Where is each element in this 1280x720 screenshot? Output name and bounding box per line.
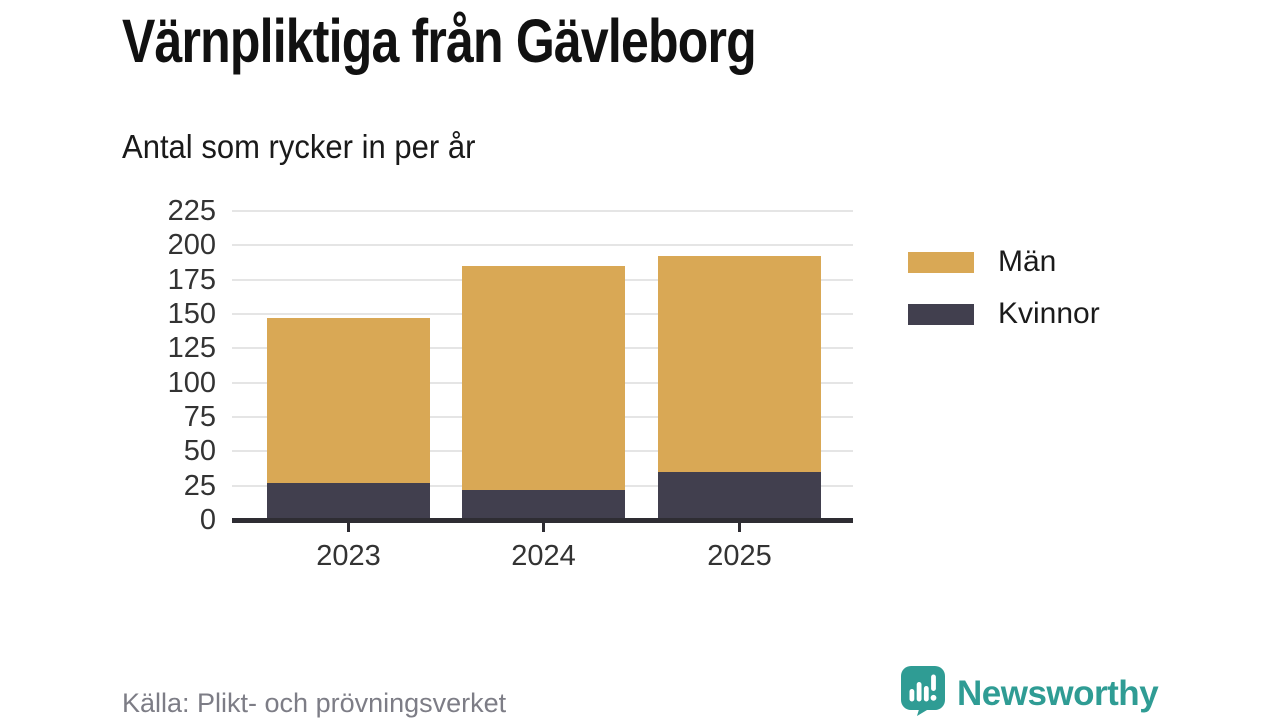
chart-subtitle: Antal som rycker in per år <box>122 128 476 165</box>
x-axis-tick <box>738 523 741 532</box>
legend-label-man: Män <box>998 245 1057 278</box>
legend-row-man: Män <box>908 247 1100 277</box>
bar-segment-män-2025 <box>658 256 821 472</box>
legend-row-kvinnor: Kvinnor <box>908 299 1100 329</box>
chart-title: Värnpliktiga från Gävleborg <box>122 7 757 75</box>
legend-swatch-man <box>908 251 974 273</box>
y-axis-tick-label: 150 <box>167 298 216 330</box>
bar-segment-män-2023 <box>267 318 430 483</box>
y-axis-tick-label: 75 <box>183 401 216 433</box>
legend-label-kvinnor: Kvinnor <box>998 297 1100 330</box>
bar-segment-män-2024 <box>462 265 625 490</box>
y-axis-tick-label: 25 <box>183 469 216 502</box>
gridline <box>232 210 853 212</box>
y-axis-tick-label: 200 <box>167 229 216 262</box>
newsworthy-wordmark: Newsworthy <box>957 674 1159 713</box>
newsworthy-logo-icon <box>901 666 945 716</box>
y-axis-tick-label: 225 <box>167 195 216 227</box>
y-axis-tick-label: 125 <box>167 332 216 365</box>
x-axis-tick <box>347 523 350 532</box>
y-axis-tick-label: 0 <box>199 504 216 536</box>
gridline <box>232 244 853 247</box>
source-text: Källa: Plikt- och prövningsverket <box>122 688 507 718</box>
bar-segment-kvinnor-2024 <box>462 489 625 520</box>
bar-segment-kvinnor-2025 <box>658 471 821 520</box>
legend-swatch-kvinnor <box>908 303 974 325</box>
legend: Män Kvinnor <box>908 247 1100 351</box>
x-axis-tick <box>542 523 545 532</box>
y-axis-tick-label: 175 <box>167 263 216 296</box>
x-axis-tick-label: 2024 <box>511 540 576 572</box>
newsworthy-logo: Newsworthy <box>901 666 1159 716</box>
y-axis-tick-label: 50 <box>183 435 216 468</box>
x-axis-tick-label: 2023 <box>316 540 381 572</box>
x-axis-line <box>232 518 853 523</box>
bar-segment-kvinnor-2023 <box>267 482 430 520</box>
y-axis-tick-label: 100 <box>167 366 216 399</box>
x-axis-tick-label: 2025 <box>707 540 772 572</box>
